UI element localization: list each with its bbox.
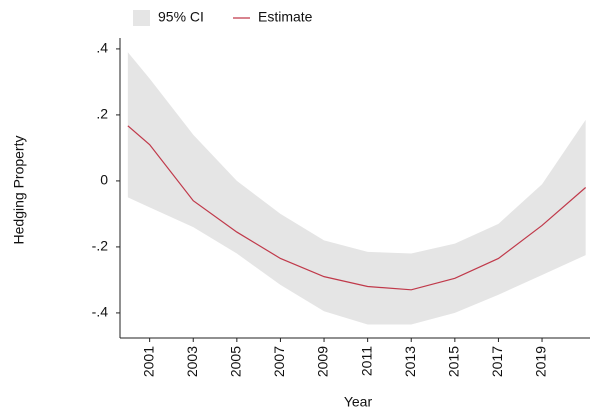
x-tick-label: 2005: [228, 346, 244, 377]
x-tick-label: 2011: [358, 346, 374, 376]
ci-band: [127, 52, 586, 325]
legend-label: 95% CI: [158, 9, 204, 25]
x-tick-label: 2007: [271, 346, 287, 377]
y-tick-label: -.2: [92, 238, 109, 254]
x-tick-label: 2003: [184, 346, 200, 377]
legend-swatch: [133, 10, 150, 26]
y-tick-label: -.4: [92, 304, 109, 320]
x-tick-label: 2019: [533, 346, 549, 377]
y-tick-label: .4: [96, 40, 108, 56]
x-tick-label: 2009: [315, 346, 331, 377]
y-axis-label: Hedging Property: [11, 136, 27, 245]
legend-label: Estimate: [258, 9, 313, 25]
y-tick-label: .2: [96, 106, 108, 122]
y-tick-label: 0: [100, 172, 108, 188]
x-tick-label: 2015: [446, 346, 462, 377]
estimate-line: [127, 125, 587, 291]
x-tick-label: 2013: [402, 346, 418, 377]
x-axis-label: Year: [344, 394, 373, 410]
x-tick-label: 2017: [489, 346, 505, 377]
x-tick-label: 2001: [140, 346, 156, 377]
